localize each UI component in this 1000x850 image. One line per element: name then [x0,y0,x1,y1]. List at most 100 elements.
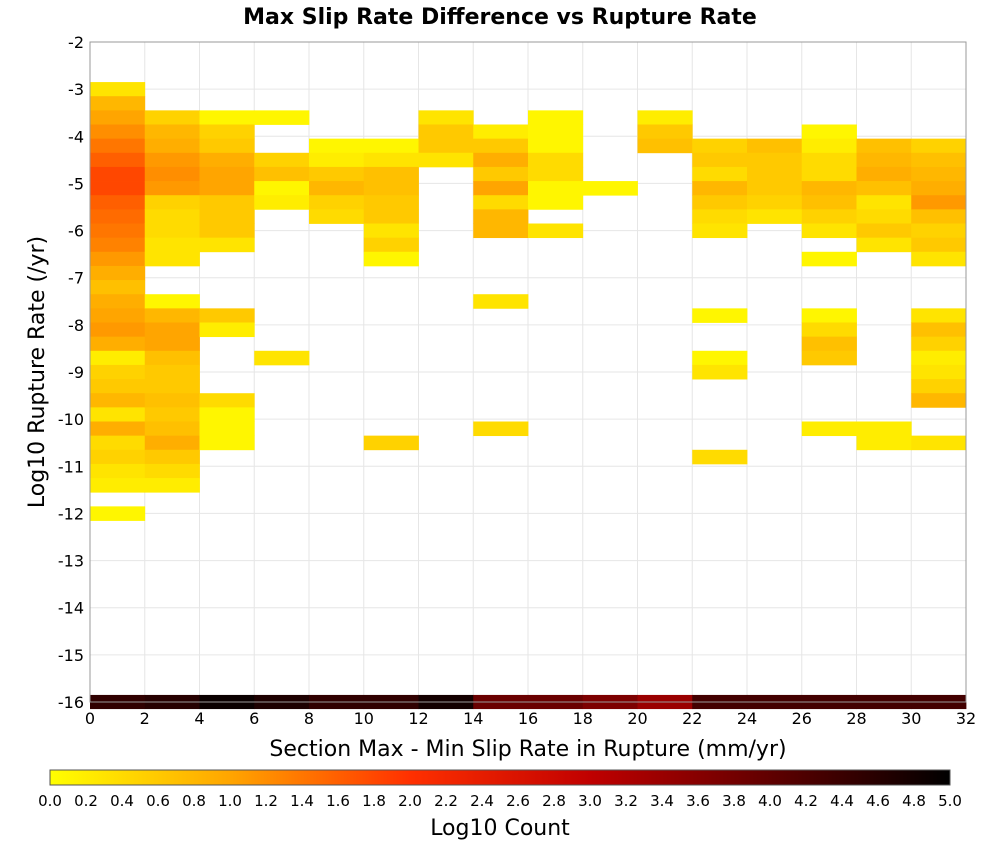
heatmap-cell [801,251,857,267]
heatmap-cell [911,251,967,267]
colorbar-tick-label: 1.2 [254,792,278,810]
heatmap-cell [199,124,255,140]
heatmap-cell [856,166,912,182]
heatmap-cell [747,209,803,224]
heatmap-cell [90,421,146,437]
heatmap-cell [199,237,255,253]
heatmap-cell [363,181,419,196]
heatmap-cell [692,181,748,196]
heatmap-cell [911,379,967,394]
heatmap-cell [801,322,857,338]
heatmap-cell [199,152,255,168]
heatmap-cell [801,223,857,239]
heatmap-cell [90,166,146,182]
colorbar-tick-label: 0.4 [110,792,134,810]
colorbar-label: Log10 Count [430,816,570,841]
heatmap-cell [309,138,365,154]
heatmap-cell [692,195,748,210]
heatmap-cell [144,449,200,465]
x-tick-label: 28 [846,709,866,728]
heatmap-cell [747,195,803,210]
heatmap-cell [801,152,857,168]
heatmap-cell [801,124,857,140]
heatmap-cell [90,435,146,451]
heatmap-cell [473,124,529,140]
heatmap-cell [637,124,693,140]
colorbar-tick-label: 2.8 [542,792,566,810]
heatmap-cell [911,209,967,224]
heatmap-cell [911,138,967,154]
x-axis-ticks: 0 2 4 6 8 10 12 14 16 18 20 22 24 26 28 30 32 [85,709,976,728]
heatmap-cell [363,223,419,239]
colorbar-tick-label: 2.6 [506,792,530,810]
heatmap-cell [418,124,474,140]
heatmap-cell [199,166,255,182]
heatmap-cell [309,209,365,224]
x-tick-label: 14 [463,709,483,728]
heatmap-cell [911,195,967,210]
x-tick-label: 30 [901,709,921,728]
heatmap-cell [144,393,200,408]
y-tick-label: -4 [68,127,84,146]
colorbar [49,769,951,786]
y-tick-label: -12 [58,504,84,523]
heatmap-cell [199,195,255,210]
colorbar-tick-label: 2.4 [470,792,494,810]
heatmap-cell [144,138,200,154]
heatmap-cell [199,209,255,224]
heatmap-cell [309,166,365,182]
heatmap-cell [473,209,529,224]
heatmap-cell [144,407,200,422]
heatmap-cell [473,138,529,154]
y-tick-label: -13 [58,552,84,571]
heatmap-cell [90,379,146,394]
heatmap-cell [911,364,967,380]
heatmap-cell [90,195,146,210]
heatmap-cell [856,237,912,253]
heatmap-cell [90,124,146,140]
heatmap-cell [363,138,419,154]
heatmap-cell [309,152,365,168]
heatmap-cell [692,350,748,366]
colorbar-tick-label: 0.8 [182,792,206,810]
colorbar-tick-label: 4.4 [830,792,854,810]
heatmap-cell [90,407,146,422]
heatmap-cell [199,138,255,154]
x-tick-label: 22 [682,709,702,728]
heatmap-cell [144,336,200,352]
heatmap-cell [90,336,146,352]
heatmap-cell [418,138,474,154]
heatmap-cell [90,506,146,521]
heatmap-cell [363,209,419,224]
y-tick-label: -14 [58,599,84,618]
heatmap-cell [90,82,146,97]
heatmap-cell [144,350,200,366]
heatmap-cell [144,124,200,140]
heatmap-cell [90,280,146,295]
x-tick-label: 16 [518,709,538,728]
heatmap-cell [90,251,146,267]
heatmap-cell [911,435,967,451]
heatmap-cell [528,152,584,168]
heatmap-cell [473,421,529,437]
heatmap-cell [90,138,146,154]
x-tick-label: 10 [354,709,374,728]
heatmap-cell [309,195,365,210]
heatmap-cell [692,166,748,182]
heatmap-cell [90,478,146,493]
heatmap-cell [90,181,146,196]
heatmap-cell [199,223,255,239]
colorbar-tick-label: 3.2 [614,792,638,810]
heatmap-cell [911,166,967,182]
heatmap-cell [528,110,584,125]
heatmap-cell [856,138,912,154]
colorbar-tick-label: 0.2 [74,792,98,810]
heatmap-cell [911,393,967,408]
y-tick-label: -7 [68,269,84,288]
heatmap-cell [309,181,365,196]
colorbar-tick-label: 2.2 [434,792,458,810]
x-tick-label: 2 [140,709,150,728]
x-tick-label: 4 [194,709,204,728]
y-tick-label: -8 [68,316,84,335]
heatmap-cell [911,322,967,338]
